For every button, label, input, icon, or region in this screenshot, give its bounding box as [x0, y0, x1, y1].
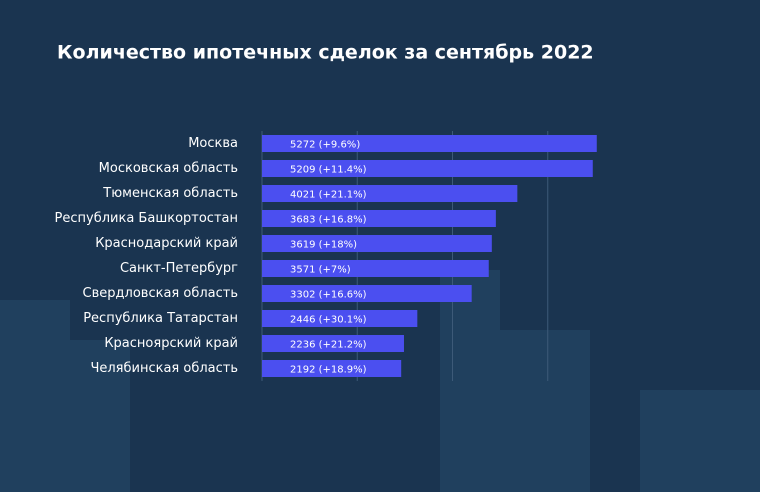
y-tick-label: Республика Башкортостан [55, 211, 238, 226]
y-tick-label: Тюменская область [102, 186, 238, 201]
value-label: 3571 (+7%) [290, 265, 351, 276]
value-label: 5272 (+9.6%) [290, 140, 360, 151]
bar [262, 235, 492, 252]
bar [262, 310, 418, 327]
y-tick-label: Челябинская область [90, 361, 238, 376]
bar [262, 285, 472, 302]
value-label: 2446 (+30.1%) [290, 315, 367, 326]
bar [262, 210, 496, 227]
chart-title: Количество ипотечных сделок за сентябрь … [57, 42, 594, 64]
value-label: 2192 (+18.9%) [290, 365, 367, 376]
bar [262, 335, 404, 352]
y-tick-label: Москва [188, 136, 238, 151]
bar [262, 135, 597, 152]
y-tick-label: Республика Татарстан [83, 311, 238, 326]
bar [262, 260, 489, 277]
value-label: 4021 (+21.1%) [290, 190, 367, 201]
background-buildings [0, 270, 760, 492]
bar [262, 185, 518, 202]
value-label: 3302 (+16.6%) [290, 290, 367, 301]
value-label: 5209 (+11.4%) [290, 165, 367, 176]
bar [262, 360, 402, 377]
y-tick-label: Свердловская область [83, 286, 238, 301]
bar [262, 160, 593, 177]
y-tick-label: Санкт-Петербург [120, 261, 238, 276]
y-tick-label: Краснодарский край [95, 236, 238, 251]
value-label: 3683 (+16.8%) [290, 215, 367, 226]
value-label: 2236 (+21.2%) [290, 340, 367, 351]
y-tick-label: Красноярский край [104, 336, 238, 351]
value-label: 3619 (+18%) [290, 240, 357, 251]
y-tick-label: Московская область [99, 161, 238, 176]
